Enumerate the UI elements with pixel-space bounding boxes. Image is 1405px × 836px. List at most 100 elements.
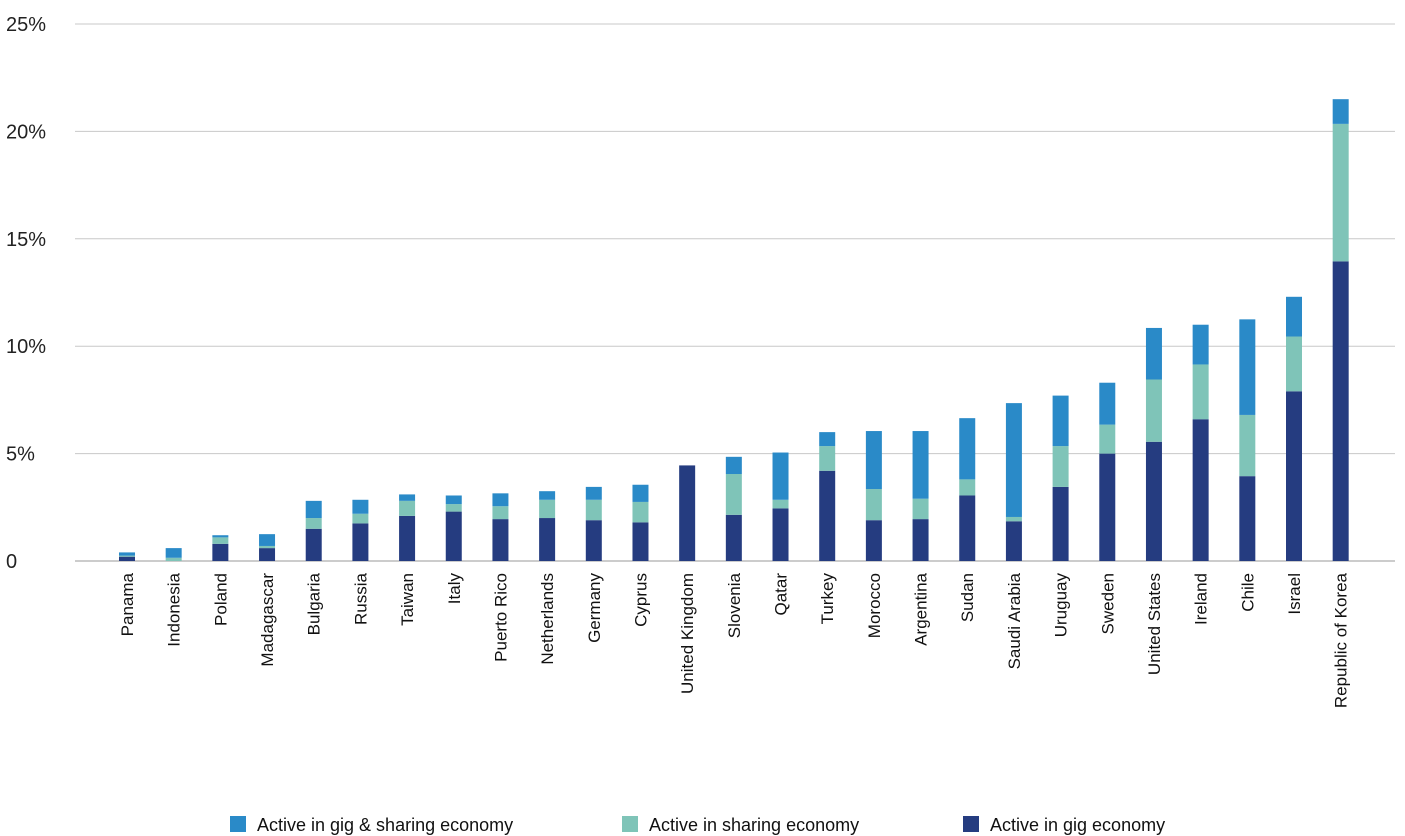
bars	[119, 99, 1349, 561]
bar-segment	[259, 534, 276, 546]
x-tick-label: Saudi Arabia	[1005, 572, 1024, 669]
bar-segment	[772, 452, 789, 500]
x-tick-label: Morocco	[865, 573, 884, 638]
bar-segment	[212, 535, 229, 538]
x-tick-label: Russia	[351, 572, 370, 625]
bar-segment	[912, 519, 929, 561]
x-tick-label: Qatar	[772, 573, 791, 616]
x-tick-label: Indonesia	[165, 572, 184, 646]
bar-segment	[585, 520, 602, 561]
bar-segment	[1145, 441, 1162, 561]
x-tick-label: Turkey	[818, 573, 837, 625]
bar-segment	[212, 543, 229, 561]
gridlines	[75, 23, 1395, 562]
bar-segment	[1005, 521, 1022, 561]
bar-segment	[119, 556, 135, 561]
bar-segment	[259, 545, 276, 549]
bar-segment	[352, 523, 369, 561]
bar-segment	[212, 537, 229, 544]
x-tick-label: Germany	[585, 573, 604, 643]
bar-segment	[445, 511, 462, 561]
y-tick-label: 20%	[6, 121, 46, 143]
bar-segment	[492, 506, 509, 520]
bar-segment	[1332, 123, 1349, 262]
bar-segment	[399, 494, 416, 501]
x-tick-label: Italy	[445, 573, 464, 605]
bar-segment	[772, 508, 789, 561]
bar-segment	[399, 500, 416, 516]
bar-segment	[632, 522, 649, 561]
x-tick-label: Republic of Korea	[1332, 572, 1351, 708]
bar-segment	[305, 528, 322, 561]
bar-segment	[165, 557, 182, 561]
legend-swatch	[963, 816, 979, 832]
bar-segment	[959, 495, 976, 561]
bar-segment	[959, 479, 976, 496]
bar-segment	[632, 501, 649, 523]
x-tick-label: Bulgaria	[305, 572, 324, 635]
bar-segment	[1005, 516, 1022, 522]
x-tick-label: Argentina	[912, 572, 931, 645]
legend-swatch	[622, 816, 638, 832]
y-tick-label: 10%	[6, 336, 46, 358]
bar-segment	[819, 432, 836, 447]
bar-segment	[1192, 364, 1209, 420]
legend-swatch	[230, 816, 246, 832]
bar-segment	[725, 456, 742, 475]
x-tick-label: Cyprus	[631, 573, 650, 627]
bar-segment	[1239, 476, 1256, 561]
bar-segment	[399, 515, 416, 561]
bar-segment	[1192, 419, 1209, 561]
bar-segment	[1286, 391, 1302, 561]
bar-segment	[539, 491, 556, 500]
bar-segment	[1099, 453, 1116, 561]
bar-segment	[492, 519, 509, 561]
y-tick-label: 0	[6, 551, 17, 573]
bar-segment	[352, 499, 369, 514]
bar-segment	[119, 555, 135, 557]
bar-segment	[679, 465, 696, 561]
bar-segment	[1286, 296, 1302, 337]
bar-segment	[865, 520, 882, 561]
y-tick-label: 5%	[6, 444, 35, 466]
bar-segment	[1052, 395, 1069, 447]
x-tick-label: Uruguay	[1052, 573, 1071, 638]
bar-segment	[1052, 446, 1069, 487]
legend: Active in gig & sharing economy Active in…	[230, 815, 1165, 835]
x-tick-label: Taiwan	[398, 573, 417, 626]
bar-segment	[1145, 379, 1162, 442]
x-tick-label: Sweden	[1098, 573, 1117, 634]
y-tick-label: 25%	[6, 14, 46, 36]
bar-segment	[445, 504, 462, 512]
bar-segment	[632, 484, 649, 502]
x-tick-label: United States	[1145, 573, 1164, 675]
bar-segment	[1192, 324, 1209, 365]
x-tick-label: Israel	[1285, 573, 1304, 615]
bar-segment	[772, 499, 789, 509]
x-tick-label: Netherlands	[538, 573, 557, 665]
bar-segment	[585, 486, 602, 500]
x-tick-label: Panama	[118, 572, 137, 636]
bar-segment	[165, 548, 182, 558]
x-tick-label: Chile	[1238, 573, 1257, 612]
bar-segment	[119, 552, 135, 556]
bar-segment	[539, 518, 556, 561]
bar-segment	[585, 499, 602, 521]
legend-label: Active in gig economy	[990, 815, 1165, 835]
bar-segment	[1099, 424, 1116, 454]
x-tick-label: Sudan	[958, 573, 977, 622]
bar-segment	[912, 498, 929, 520]
bar-segment	[305, 518, 322, 529]
bar-segment	[352, 513, 369, 524]
bar-segment	[1239, 319, 1256, 415]
x-tick-label: Ireland	[1192, 573, 1211, 625]
bar-segment	[819, 470, 836, 561]
y-axis-ticks: 0 5% 10% 15% 20% 25%	[6, 14, 46, 573]
bar-segment	[1332, 99, 1349, 124]
bar-segment	[725, 474, 742, 515]
legend-label: Active in sharing economy	[649, 815, 859, 835]
bar-segment	[959, 418, 976, 480]
bar-segment	[1052, 486, 1069, 561]
